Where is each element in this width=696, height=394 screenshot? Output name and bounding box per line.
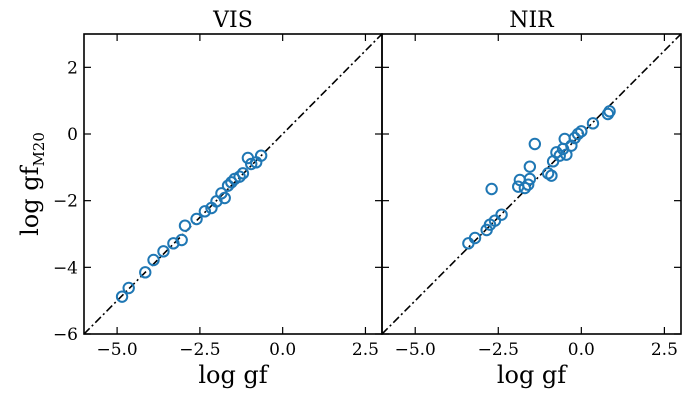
y-tick-label: 0 [67,125,78,145]
x-tick-label: −2.5 [478,340,519,360]
data-point [157,245,170,258]
data-point [139,266,152,279]
x-tick-label: 0.0 [568,340,595,360]
data-point [495,208,508,221]
data-point [178,219,192,232]
data-point [575,125,588,138]
x-tick-label: −5.0 [395,340,436,360]
data-point [147,253,160,267]
data-point [586,117,600,130]
data-point [233,170,246,183]
data-point [221,179,235,192]
data-point [523,172,537,186]
panel-vis: −5.0 −2.5 0.0 2.5 −6 −4 −2 0 2 VIS log gf [53,8,383,389]
panel-title: VIS [212,8,253,33]
x-tick-label: 2.5 [352,340,379,360]
data-point [518,181,532,195]
y-axis-label-subscript: M20 [30,132,48,166]
data-point [225,176,238,189]
data-point [523,160,537,173]
data-point [553,149,566,162]
data-point [254,149,268,162]
x-axis-label: log gf [198,361,269,389]
x-tick-label: −2.5 [179,340,220,360]
y-tick-label: −4 [53,258,78,278]
x-tick-label: 2.5 [651,340,678,360]
y-tick-label: 2 [67,58,78,78]
y-axis-label-text: log gfM20 [16,132,48,236]
data-point [528,137,542,151]
data-point [236,167,250,180]
data-point [521,178,535,191]
data-point [218,191,231,205]
data-point [483,218,497,231]
panel-title: NIR [509,8,555,33]
y-axis-label-main: log gf [16,164,44,235]
data-point [565,139,578,152]
data-point [571,127,585,141]
data-point [198,205,212,218]
x-tick-label: −5.0 [96,340,137,360]
data-point [122,281,135,295]
data-point [560,148,573,161]
data-point [468,231,482,245]
data-point [485,182,498,196]
y-tick-label: −6 [53,325,78,345]
data-point [603,105,616,118]
panel-nir: −5.0 −2.5 0.0 2.5 NIR log gf [381,8,682,389]
x-tick-label: 0.0 [269,340,296,360]
y-axis-label: log gfM20 [16,132,48,236]
data-point [115,290,129,303]
data-point [175,233,188,247]
x-axis-label: log gf [497,361,568,389]
y-tick-label: −2 [53,192,78,212]
data-point [545,169,558,182]
data-point [190,212,203,226]
plot-frame [381,33,682,335]
